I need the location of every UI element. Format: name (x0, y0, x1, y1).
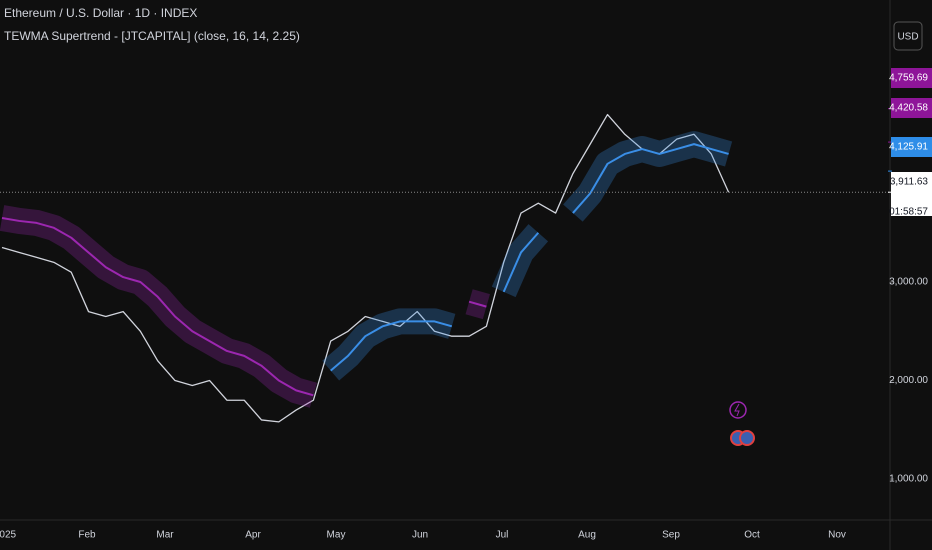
price-label: 4,420.58 (889, 103, 928, 114)
x-tick-label: Aug (578, 530, 596, 541)
countdown: 01:58:57 (889, 207, 928, 218)
y-tick-label: 1,000.00 (889, 474, 928, 485)
event-icon[interactable] (729, 401, 747, 419)
event-icon[interactable] (739, 430, 755, 446)
plot (0, 113, 733, 423)
x-tick-label: Nov (828, 530, 846, 541)
x-tick-label: Oct (744, 530, 760, 541)
supertrend-line (502, 232, 540, 293)
currency-button[interactable] (893, 21, 923, 51)
x-tick-label: Mar (156, 530, 174, 541)
indicator-label: TEWMA Supertrend - [JTCAPITAL] (close, 1… (4, 29, 300, 43)
y-tick-label: 3,000.00 (889, 277, 928, 288)
price-label-box (891, 68, 932, 88)
supertrend-line (1, 217, 314, 397)
currency-button-label[interactable]: USD (897, 32, 918, 43)
supertrend-line (330, 320, 453, 372)
price-label: 4,125.91 (889, 142, 928, 153)
y-tick-label: 2,000.00 (889, 375, 928, 386)
x-tick-label: Sep (662, 530, 680, 541)
event-icon-glyph (734, 403, 740, 417)
price-label-box (891, 172, 932, 216)
x-tick-label: Feb (78, 530, 96, 541)
price-line (1, 113, 730, 423)
chart-title: Ethereum / U.S. Dollar · 1D · INDEX (4, 6, 197, 20)
x-tick-label: 2025 (0, 530, 17, 541)
price-label: 3,911.63 (890, 177, 929, 188)
x-tick-label: May (327, 530, 346, 541)
x-tick-label: Jun (412, 530, 428, 541)
price-label-box (891, 98, 932, 118)
price-label-box (891, 137, 932, 157)
supertrend-line (468, 300, 487, 308)
x-tick-label: Apr (245, 530, 261, 541)
price-label: 4,759.69 (889, 73, 928, 84)
supertrend-line (572, 143, 729, 214)
x-tick-label: Jul (496, 530, 509, 541)
